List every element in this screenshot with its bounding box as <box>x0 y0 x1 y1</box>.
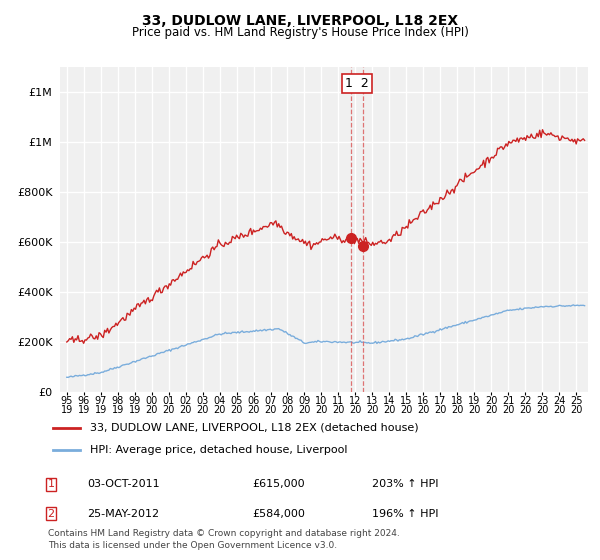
Text: 1  2: 1 2 <box>345 77 369 90</box>
Text: 25-MAY-2012: 25-MAY-2012 <box>87 508 159 519</box>
Text: 2: 2 <box>47 508 55 519</box>
Text: Contains HM Land Registry data © Crown copyright and database right 2024.
This d: Contains HM Land Registry data © Crown c… <box>48 529 400 550</box>
Text: £584,000: £584,000 <box>252 508 305 519</box>
Text: Price paid vs. HM Land Registry's House Price Index (HPI): Price paid vs. HM Land Registry's House … <box>131 26 469 39</box>
Text: 203% ↑ HPI: 203% ↑ HPI <box>372 479 439 489</box>
Text: 33, DUDLOW LANE, LIVERPOOL, L18 2EX: 33, DUDLOW LANE, LIVERPOOL, L18 2EX <box>142 14 458 28</box>
Text: HPI: Average price, detached house, Liverpool: HPI: Average price, detached house, Live… <box>90 445 348 455</box>
Text: 03-OCT-2011: 03-OCT-2011 <box>87 479 160 489</box>
Text: 196% ↑ HPI: 196% ↑ HPI <box>372 508 439 519</box>
Text: 33, DUDLOW LANE, LIVERPOOL, L18 2EX (detached house): 33, DUDLOW LANE, LIVERPOOL, L18 2EX (det… <box>90 423 419 433</box>
Text: £615,000: £615,000 <box>252 479 305 489</box>
Text: 1: 1 <box>47 479 55 489</box>
